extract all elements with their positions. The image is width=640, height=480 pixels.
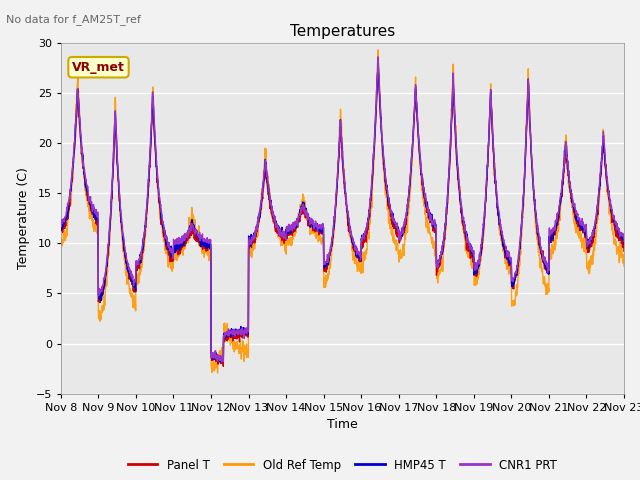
Title: Temperatures: Temperatures	[290, 24, 395, 39]
X-axis label: Time: Time	[327, 418, 358, 431]
Text: No data for f_AM25T_ref: No data for f_AM25T_ref	[6, 14, 141, 25]
Legend: Panel T, Old Ref Temp, HMP45 T, CNR1 PRT: Panel T, Old Ref Temp, HMP45 T, CNR1 PRT	[123, 454, 562, 476]
Text: VR_met: VR_met	[72, 61, 125, 74]
Y-axis label: Temperature (C): Temperature (C)	[17, 168, 30, 269]
